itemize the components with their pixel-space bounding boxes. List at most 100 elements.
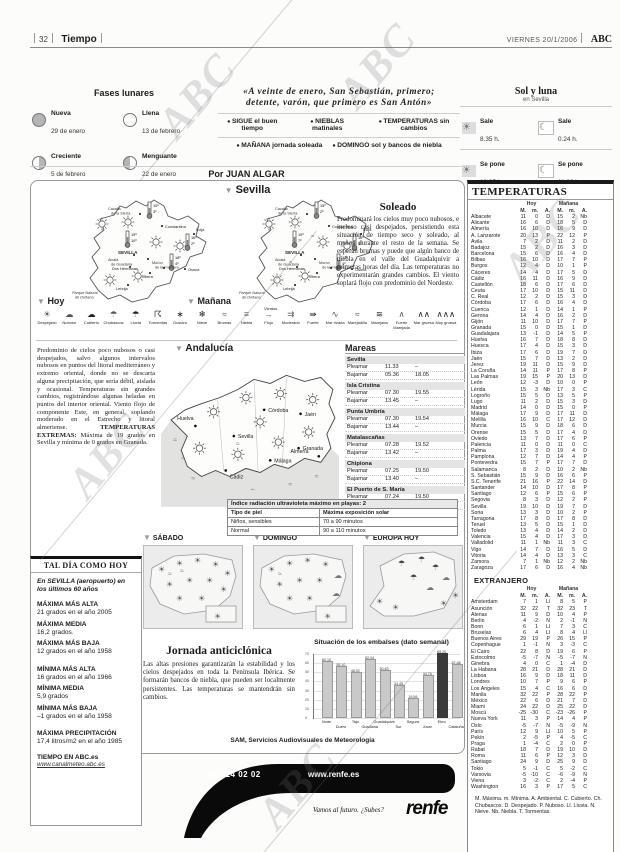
temp-row: Tokio 5 -1 C 5 -2 C (471, 765, 587, 772)
extranjero-title: EXTRANJERO (474, 576, 529, 586)
sun-moon-subtitle: en Sevilla (522, 97, 549, 103)
tides-title: Mareas (345, 343, 465, 354)
brumas-icons: ≈ (278, 571, 282, 578)
canalmeteo-link[interactable]: www.canalmeteo.abc.es (37, 761, 105, 768)
record-entry: MÍNIMA MÁS BAJA –1 grados en el año 1958 (37, 704, 112, 720)
svg-text:de la Sierra: de la Sierra (111, 211, 131, 215)
new-moon-icon (32, 113, 46, 127)
sun-icon (174, 239, 187, 253)
temp-row: Segovia 8 3 D 12 2 P (471, 497, 587, 504)
svg-text:☀: ☀ (220, 585, 227, 594)
uv-index-table: Índice radiación ultravioleta máximo en … (227, 499, 458, 536)
embalses-bar-Sur (394, 684, 405, 718)
temp-row: Pekín 2 -5 P 4 -5 C (471, 734, 587, 741)
svg-text:☀: ☀ (194, 556, 201, 565)
svg-text:3º: 3º (153, 209, 157, 214)
temp-row: Estocolmo -5 -7 N -5 -7 N (471, 654, 587, 661)
svg-text:Parque Natural: Parque Natural (239, 291, 265, 295)
temp-row: Melilla 16 10 C 17 12 D (471, 417, 587, 424)
legend-item: ≡ Niebla (235, 308, 257, 340)
temp-row: Oslo -5 -7 N -5 -9 N (471, 722, 587, 729)
sun-icon (192, 441, 206, 455)
svg-text:☀: ☀ (214, 612, 221, 621)
jornada-article: Jornada anticiclónica Las altas presione… (143, 645, 295, 702)
legend-item: → Flojo (258, 308, 280, 340)
svg-text:17º: 17º (342, 255, 348, 260)
svg-text:☀: ☀ (276, 580, 283, 589)
svg-text:Écija: Écija (363, 227, 372, 232)
sun-icon (288, 215, 302, 229)
svg-text:☁: ☁ (334, 571, 342, 580)
record-entry: MÁXIMA MÁS BAJA 12 grados en el año 1958 (37, 640, 112, 655)
record-entry: MÍNIMA MEDIA 5,9 grados (37, 685, 85, 700)
temp-row: Málaga 17 9 D 17 11 D (471, 411, 587, 418)
saying-line1: «A veinte de enero, San Sebastián, prime… (243, 86, 435, 96)
temp-row: Bilbao 16 10 D 17 7 P (471, 257, 587, 264)
renfe-ad[interactable]: 902 24 02 02 www.renfe.es Vamos al futur… (98, 762, 462, 840)
temp-row: Washington 16 3 P 17 5 C (471, 784, 587, 791)
sun-icon (262, 217, 276, 231)
subcol-header: M. m. A. M. m. A. (520, 208, 587, 214)
svg-text:de la Sierra: de la Sierra (278, 211, 298, 215)
temp-row: Copenhague 1 -1 N 3 -3 C (471, 642, 587, 649)
svg-text:☀: ☀ (286, 559, 293, 568)
temp-row: Lérida 15 3 Nb 17 3 C (471, 386, 587, 393)
headline-item: TEMPERATURAS sin cambios (368, 118, 460, 132)
svg-text:≈: ≈ (288, 482, 292, 489)
svg-text:10º: 10º (131, 238, 137, 243)
svg-text:de la Frontera: de la Frontera (322, 265, 347, 269)
legend-item: ≈ Marejadilla (347, 309, 367, 325)
svg-text:☀: ☀ (316, 576, 323, 585)
uv-row-skin: Niños, sensibles (227, 517, 320, 527)
svg-text:Osuna: Osuna (188, 267, 200, 272)
viento-fuerte-icon: ⇛ (309, 309, 317, 319)
sun-icon (273, 387, 287, 401)
uv-row-minutes: 70 a 90 minutos (319, 517, 458, 527)
temp-row: Ceuta 17 10 D 15 11 D (471, 288, 587, 295)
renfe-phone: 902 24 02 02 (208, 770, 261, 779)
svg-text:≈: ≈ (180, 568, 184, 575)
renfe-logo: renfe (406, 798, 448, 819)
headline-item: DOMINGO sol y bancos de niebla (332, 142, 441, 149)
temperatures-title: TEMPERATURAS (468, 184, 613, 200)
tide-station: Sevilla Pleamar 11.33– Bajamar 05.36 18.05 (345, 356, 465, 380)
spain-temperature-rows: Albacete 11 0 D 15 2 Nb Alicante 16 6 D 18 5 D Alm… (471, 214, 610, 571)
temp-row: Los Ángeles 15 4 C 16 6 D (471, 685, 587, 692)
temp-row: Cuenca 12 1 D 14 1 P (471, 306, 587, 313)
svg-text:☂: ☂ (432, 563, 439, 572)
legend-item: ☈ Tormentas (148, 309, 168, 325)
reservoirs-title: Situación de los embalses (dato semanal) (314, 639, 449, 646)
col-manana: Mañana (558, 201, 579, 207)
temp-row: Ginebra 4 0 C 1 -4 D (471, 660, 587, 667)
svg-text:Almería: Almería (290, 449, 308, 455)
col-hoy: Hoy (526, 201, 537, 207)
svg-text:15º: 15º (153, 203, 159, 208)
svg-text:Parque Natural: Parque Natural (72, 291, 98, 295)
svg-text:15º: 15º (320, 203, 326, 208)
legend-item: ∧ Fuerte Marejada (391, 308, 413, 340)
sun-icon (340, 239, 354, 253)
wave-icons: ≈ ≈ ≈ ≈ ≈ ≈ (173, 437, 319, 489)
temp-row: Vigo 14 7 D 16 5 D (471, 546, 587, 553)
temp-row: Pamplona 12 7 D 14 4 P (471, 454, 587, 461)
svg-text:☁: ☁ (426, 583, 434, 592)
renfe-web-link[interactable]: www.renfe.es (308, 770, 360, 779)
moonrise-icon: ☾ (538, 121, 554, 135)
svg-text:☀: ☀ (176, 594, 183, 603)
thermometer-icon: 16º 2º (185, 233, 198, 251)
manana-label: Mañana (197, 296, 231, 306)
nieve-icon: ❄ (198, 309, 206, 319)
legend-item: ❄ Nieve (191, 308, 213, 340)
temp-row: Santander 14 10 D 17 8 P (471, 485, 587, 492)
sun-icon (298, 269, 312, 283)
svg-text:Cazalla: Cazalla (108, 207, 122, 211)
svg-text:Málaga: Málaga (274, 458, 291, 464)
sam-credit: SAM, Servicios Audiovisuales de Meteorol… (230, 737, 375, 744)
domingo-label: DOMINGO (262, 535, 298, 542)
embalses-bar-Guadiana (365, 659, 377, 718)
svg-text:≈: ≈ (289, 260, 293, 266)
temp-row: Logroño 15 5 D 13 5 P (471, 392, 587, 399)
